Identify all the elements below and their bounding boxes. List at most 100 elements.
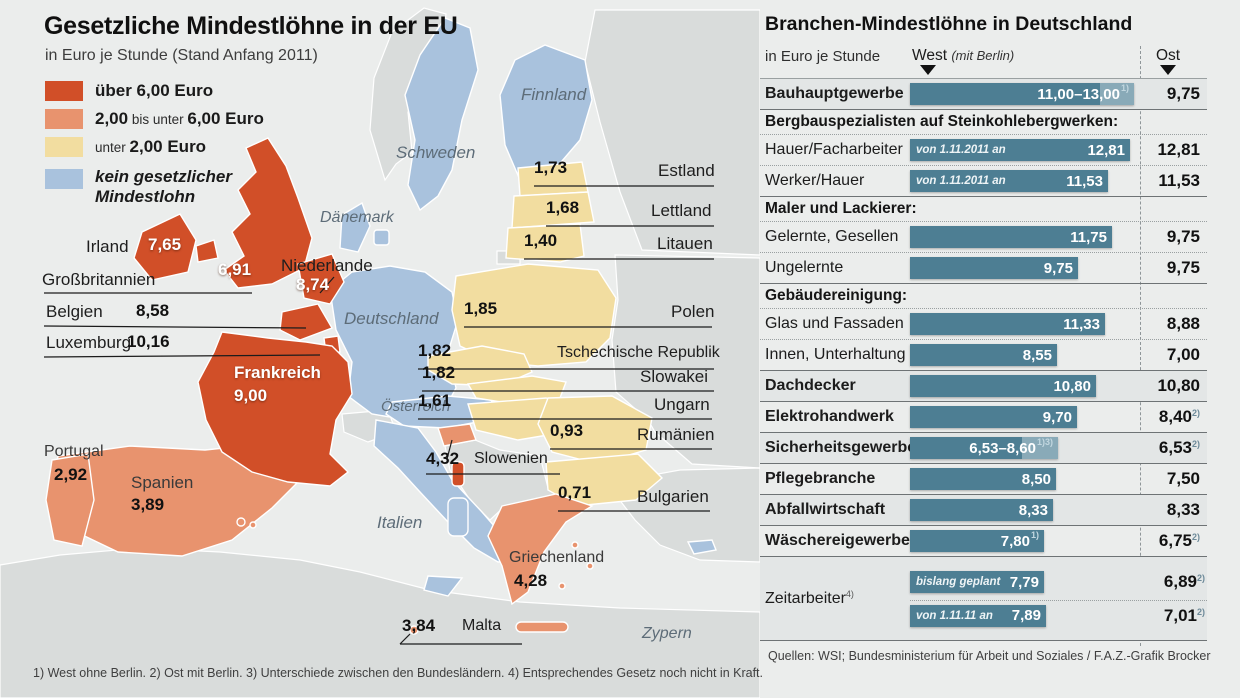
label-portugal: Portugal [44,443,104,460]
value-rumaenien: 0,93 [550,421,584,440]
wage-table: Bauhauptgewerbe 11,00–13,00 1) 9,75 Bergb… [760,78,1207,640]
section-header: Bergbauspezialisten auf Steinkohlebergwe… [760,109,1207,134]
value-belgien: 8,58 [136,301,170,320]
country-france [197,331,353,487]
label-finnland: Finnland [521,85,587,104]
column-header-west: West (mit Berlin) [912,47,1015,64]
value-grossbritannien: 6,91 [218,260,252,279]
wage-bar: 6,53–8,60 1)3) [910,437,1058,459]
value-polen: 1,85 [464,299,498,318]
leader-niederlande [319,276,335,294]
value-spanien: 3,89 [131,495,165,514]
sector-wage-panel: Branchen-Mindestlöhne in Deutschland in … [760,0,1230,698]
ost-value: 11,53 [1158,171,1200,190]
ost-value: 6,892) [1163,572,1205,591]
country-ireland [133,213,197,281]
country-greece [487,493,594,606]
wage-bar: bislang geplant 7,79 [910,571,1044,593]
ost-value: 7,00 [1166,345,1200,364]
table-row: Bauhauptgewerbe 11,00–13,00 1) 9,75 [760,78,1207,109]
ost-value: 8,402) [1158,407,1200,426]
wage-bar: 8,33 [910,499,1053,521]
eu-map-panel: Gesetzliche Mindestlöhne in der EU in Eu… [0,7,763,698]
label-schweden: Schweden [396,143,476,162]
table-row: Dachdecker 10,80 10,80 [760,370,1207,401]
legend-swatch-over6 [45,80,83,101]
wage-bar: 11,75 [910,226,1112,248]
value-lettland: 1,68 [546,198,580,217]
wage-bar: 8,55 [910,344,1057,366]
label-tschechien: Tschechische Republik [557,344,720,361]
table-row: Wäschereigewerbe 7,80 1) 6,752) [760,525,1207,556]
table-row: Pflegebranche 8,50 7,50 [760,463,1207,494]
wage-bar: 8,50 [910,468,1056,490]
country-denmark [339,201,371,253]
table-row-zeitarbeiter: Zeitarbeiter4) bislang geplant 7,79 6,89… [760,556,1207,640]
country-portugal [45,453,95,547]
wage-bar-range [1100,83,1134,105]
label-malta: Malta [462,617,502,634]
label-rumaenien: Rumänien [637,425,715,444]
wage-bar: von 1.11.2011 an 12,81 [910,139,1130,161]
west-ost-divider [1140,46,1141,646]
country-united-kingdom [222,137,313,289]
country-bulgaria [545,453,664,507]
label-zypern: Zypern [642,625,692,642]
ost-value: 6,532) [1158,438,1200,457]
label-grossbritannien: Großbritannien [42,270,156,289]
legend-item-none: kein gesetzlicher Mindestlohn [45,167,264,206]
value-ungarn: 1,61 [418,391,452,410]
zeitarbeiter-line-2: von 1.11.11 an 7,89 7,012) [910,599,1207,631]
wage-bar: 9,70 [910,406,1077,428]
west-arrow-icon [920,65,936,75]
spain-balearics [236,517,246,527]
label-italien: Italien [377,513,423,532]
section-header: Maler und Lackierer: [760,196,1207,221]
ost-value: 12,81 [1157,140,1200,159]
value-tschechien: 1,82 [418,341,452,360]
ost-value: 10,80 [1157,376,1200,395]
value-portugal: 2,92 [54,465,88,484]
column-header-ost: Ost [1156,47,1181,64]
page-title: Gesetzliche Mindestlöhne in der EU [44,12,458,40]
table-row: Gelernte, Gesellen 11,75 9,75 [760,221,1207,252]
label-polen: Polen [671,302,715,321]
ost-value: 9,75 [1166,258,1200,277]
legend-label: über 6,00 Euro [95,80,214,100]
label-luxemburg: Luxemburg [46,333,132,352]
label-oesterreich: Österreich [381,398,451,415]
section-header: Gebäudereinigung: [760,283,1207,308]
label-daenemark: Dänemark [320,209,394,226]
label-litauen: Litauen [657,234,713,253]
country-netherlands [297,253,345,305]
leader-luxemburg [43,354,321,358]
legend-swatch-none [45,169,83,189]
label-niederlande: Niederlande [281,256,373,275]
ost-value: 7,50 [1166,469,1200,488]
table-row: Sicherheitsgewerbe 6,53–8,60 1)3) 6,532) [760,432,1207,463]
value-frankreich: 9,00 [234,386,268,405]
value-luxemburg: 10,16 [127,332,170,351]
table-row: Elektrohandwerk 9,70 8,402) [760,401,1207,432]
country-denmark-island [373,229,390,246]
country-northern-ireland [195,239,219,263]
europe-map [0,7,760,698]
greece-island-2 [586,562,594,570]
leader-belgien [43,325,307,329]
region-east-europe [611,254,760,469]
country-cyprus [686,539,717,555]
label-lettland: Lettland [651,201,712,220]
wage-bar: von 1.11.11 an 7,89 [910,604,1046,627]
table-title: Branchen-Mindestlöhne in Deutschland [765,13,1133,35]
value-litauen: 1,40 [524,231,558,250]
wage-bar: 10,80 [910,375,1096,397]
country-italy-sardinia [447,497,469,537]
page-subtitle: in Euro je Stunde (Stand Anfang 2011) [45,47,318,64]
value-slowakei: 1,82 [422,363,456,382]
ost-value: 8,88 [1166,314,1200,333]
country-italy-sicily [423,575,464,597]
table-row: Hauer/Facharbeiter von 1.11.2011 an 12,8… [760,134,1207,165]
legend-swatch-2to6 [45,108,83,129]
source-line: Quellen: WSI; Bundesministerium für Arbe… [760,640,1211,663]
